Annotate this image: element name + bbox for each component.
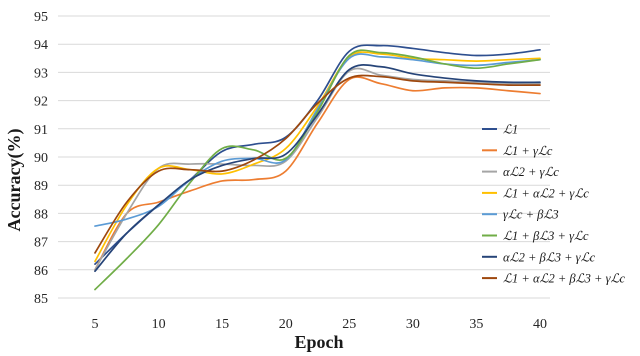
y-tick-label: 86 [34, 264, 48, 279]
y-tick-label: 85 [34, 292, 48, 307]
series-line-8 [94, 74, 541, 254]
x-tick-label: 10 [152, 317, 166, 332]
y-tick-labels: 85 86 87 88 89 90 91 92 93 94 95 [34, 10, 48, 307]
legend-item: αℒ2 + γℒc [482, 165, 559, 179]
x-tick-labels: 5 10 15 20 25 30 35 40 [92, 317, 548, 332]
legend-label: ℒ1 + αℒ2 + γℒc [503, 186, 589, 200]
series-lines [94, 44, 541, 291]
legend-label: γℒc + βℒ3 [503, 208, 559, 222]
y-tick-label: 90 [34, 151, 48, 166]
legend-label: ℒ1 [503, 123, 518, 137]
legend: ℒ1 ℒ1 + γℒc αℒ2 + γℒc ℒ1 + αℒ2 + γℒc γℒc + β… [482, 123, 626, 286]
legend-label: αℒ2 + γℒc [503, 165, 559, 179]
series-line-1 [94, 44, 541, 266]
legend-item: ℒ1 + γℒc [482, 144, 553, 158]
series-line-3 [94, 67, 541, 271]
y-tick-label: 92 [34, 95, 48, 110]
gridlines [58, 15, 550, 299]
x-tick-label: 5 [92, 317, 99, 332]
series-line-5 [94, 53, 541, 227]
y-tick-label: 95 [34, 10, 48, 25]
legend-label: ℒ1 + αℒ2 + βℒ3 + γℒc [503, 272, 626, 286]
y-tick-label: 91 [34, 123, 48, 138]
x-axis-label: Epoch [294, 332, 343, 352]
legend-item: ℒ1 + βℒ3 + γℒc [482, 229, 589, 243]
legend-label: ℒ1 + γℒc [503, 144, 553, 158]
legend-item: ℒ1 + αℒ2 + βℒ3 + γℒc [482, 272, 626, 286]
y-tick-label: 94 [34, 38, 48, 53]
x-tick-label: 35 [469, 317, 483, 332]
x-tick-label: 40 [533, 317, 547, 332]
x-tick-label: 15 [215, 317, 229, 332]
x-tick-label: 30 [406, 317, 420, 332]
y-tick-label: 93 [34, 66, 48, 81]
legend-item: αℒ2 + βℒ3 + γℒc [482, 250, 596, 264]
legend-item: ℒ1 [482, 123, 518, 137]
legend-label: ℒ1 + βℒ3 + γℒc [503, 229, 589, 243]
series-line-7 [94, 64, 541, 273]
legend-label: αℒ2 + βℒ3 + γℒc [503, 250, 596, 264]
y-tick-label: 89 [34, 179, 48, 194]
legend-item: γℒc + βℒ3 [482, 208, 559, 222]
x-tick-label: 20 [279, 317, 293, 332]
series-line-4 [94, 51, 541, 263]
legend-item: ℒ1 + αℒ2 + γℒc [482, 186, 589, 200]
x-tick-label: 25 [342, 317, 356, 332]
y-axis-label: Accuracy(%) [4, 129, 25, 232]
y-tick-label: 88 [34, 207, 48, 222]
y-tick-label: 87 [34, 236, 48, 251]
series-line-6 [94, 49, 541, 291]
